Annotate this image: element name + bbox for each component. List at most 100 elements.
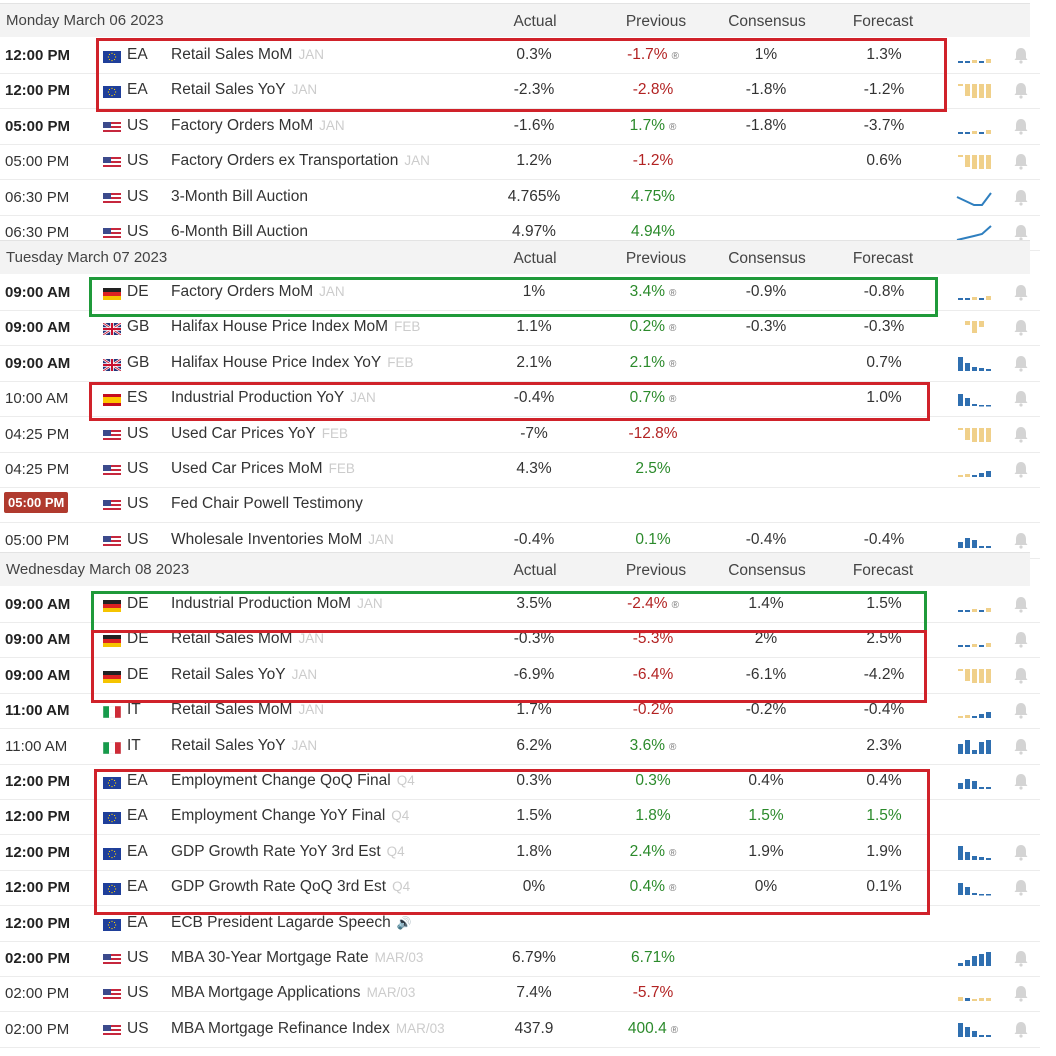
event-row[interactable]: 02:00 PM US MBA Mortgage Applications MAR/0… xyxy=(0,976,1040,1013)
event-name[interactable]: GDP Growth Rate YoY 3rd Est Q4 xyxy=(171,843,405,861)
event-name[interactable]: Halifax House Price Index MoM FEB xyxy=(171,318,420,336)
event-name-text[interactable]: Halifax House Price Index MoM xyxy=(171,318,389,336)
event-name[interactable]: 3-Month Bill Auction xyxy=(171,188,308,206)
sparkline-icon[interactable] xyxy=(956,47,992,65)
sparkline-icon[interactable] xyxy=(956,985,992,1003)
event-row[interactable]: 02:00 PM US MBA 30-Year Mortgage Rate MAR/0… xyxy=(0,941,1040,977)
event-name-text[interactable]: ECB President Lagarde Speech xyxy=(171,913,391,931)
event-name-text[interactable]: Halifax House Price Index YoY xyxy=(171,353,382,371)
event-row[interactable]: 09:00 AM DE Retail Sales YoY JAN -6.9% -6.4% -… xyxy=(0,658,1040,694)
event-name-text[interactable]: Used Car Prices MoM xyxy=(171,460,323,477)
bell-icon[interactable] xyxy=(1013,595,1029,613)
event-name-text[interactable]: GDP Growth Rate QoQ 3rd Est xyxy=(171,878,387,896)
event-name-text[interactable]: Factory Orders MoM xyxy=(171,283,314,300)
event-name-text[interactable]: Employment Change YoY Final xyxy=(171,807,386,825)
event-name-text[interactable]: Retail Sales YoY xyxy=(171,81,286,99)
sparkline-icon[interactable] xyxy=(956,284,992,302)
event-name[interactable]: Fed Chair Powell Testimony xyxy=(171,495,363,513)
bell-icon[interactable] xyxy=(1013,389,1029,407)
bell-icon[interactable] xyxy=(1013,630,1029,648)
event-name[interactable]: Used Car Prices YoY FEB xyxy=(171,425,348,443)
event-name-text[interactable]: GDP Growth Rate YoY 3rd Est xyxy=(171,842,381,860)
sparkline-icon[interactable] xyxy=(956,461,992,479)
bell-icon[interactable] xyxy=(1013,531,1029,549)
sparkline-icon[interactable] xyxy=(956,667,992,685)
event-name-text[interactable]: Retail Sales YoY xyxy=(171,665,286,683)
event-name[interactable]: Retail Sales MoM JAN xyxy=(171,701,324,719)
event-name[interactable]: Factory Orders MoM JAN xyxy=(171,283,345,301)
sparkline-icon[interactable] xyxy=(956,153,992,171)
sparkline-icon[interactable] xyxy=(956,738,992,756)
sparkline-icon[interactable] xyxy=(956,189,992,207)
event-name[interactable]: MBA 30-Year Mortgage Rate MAR/03 xyxy=(171,949,423,967)
event-name[interactable]: Retail Sales YoY JAN xyxy=(171,737,317,755)
bell-icon[interactable] xyxy=(1013,949,1029,967)
bell-icon[interactable] xyxy=(1013,701,1029,719)
bell-icon[interactable] xyxy=(1013,354,1029,372)
event-name[interactable]: Halifax House Price Index YoY FEB xyxy=(171,354,414,372)
event-row[interactable]: 11:00 AM IT Retail Sales MoM JAN 1.7% -0.2% -0… xyxy=(0,693,1040,730)
bell-icon[interactable] xyxy=(1013,1020,1029,1038)
sparkline-icon[interactable] xyxy=(956,224,992,242)
sparkline-icon[interactable] xyxy=(956,532,992,550)
event-row[interactable]: 06:30 PM US 6-Month Bill Auction 4.97% 4.94% xyxy=(0,215,1040,251)
sparkline-icon[interactable] xyxy=(956,390,992,408)
event-name-text[interactable]: Retail Sales MoM xyxy=(171,701,293,719)
event-row[interactable]: 09:00 AM GB Halifax House Price Index YoY F… xyxy=(0,346,1040,382)
event-name[interactable]: Retail Sales MoM JAN xyxy=(171,630,324,648)
sparkline-icon[interactable] xyxy=(956,319,992,337)
event-name[interactable]: Employment Change QoQ Final Q4 xyxy=(171,772,415,790)
event-name[interactable]: Retail Sales YoY JAN xyxy=(171,81,317,99)
event-name[interactable]: 6-Month Bill Auction xyxy=(171,223,308,241)
sparkline-icon[interactable] xyxy=(956,596,992,614)
event-name-text[interactable]: Wholesale Inventories MoM xyxy=(171,530,363,548)
event-name[interactable]: Industrial Production MoM JAN xyxy=(171,595,383,613)
event-row[interactable]: 06:30 PM US 3-Month Bill Auction 4.765% 4.75… xyxy=(0,180,1040,216)
event-row[interactable]: 12:00 PM EA Retail Sales YoY JAN -2.3% -2.8% -… xyxy=(0,73,1040,110)
event-name[interactable]: ECB President Lagarde Speech 🔊 xyxy=(171,914,412,932)
event-name-text[interactable]: Employment Change QoQ Final xyxy=(171,772,391,789)
event-row[interactable]: 09:00 AM DE Industrial Production MoM JAN 3.… xyxy=(0,587,1040,623)
bell-icon[interactable] xyxy=(1013,772,1029,790)
sparkline-icon[interactable] xyxy=(956,844,992,862)
event-row[interactable]: 09:00 AM DE Retail Sales MoM JAN -0.3% -5.3% 2… xyxy=(0,622,1040,659)
sparkline-icon[interactable] xyxy=(956,426,992,444)
event-name[interactable]: Factory Orders ex Transportation JAN xyxy=(171,152,430,170)
sparkline-icon[interactable] xyxy=(956,118,992,136)
bell-icon[interactable] xyxy=(1013,666,1029,684)
event-name-text[interactable]: Fed Chair Powell Testimony xyxy=(171,495,363,513)
bell-icon[interactable] xyxy=(1013,81,1029,99)
event-row[interactable]: 12:00 PM EA GDP Growth Rate QoQ 3rd Est Q4 0… xyxy=(0,870,1040,907)
bell-icon[interactable] xyxy=(1013,737,1029,755)
event-name-text[interactable]: Retail Sales MoM xyxy=(171,46,293,63)
bell-icon[interactable] xyxy=(1013,283,1029,301)
event-name-text[interactable]: MBA 30-Year Mortgage Rate xyxy=(171,949,369,966)
event-row[interactable]: 05:00 PM US Factory Orders MoM JAN -1.6% 1.7%… xyxy=(0,109,1040,145)
sparkline-icon[interactable] xyxy=(956,702,992,720)
bell-icon[interactable] xyxy=(1013,843,1029,861)
event-name-text[interactable]: Retail Sales YoY xyxy=(171,736,286,754)
bell-icon[interactable] xyxy=(1013,117,1029,135)
event-name[interactable]: Employment Change YoY Final Q4 xyxy=(171,807,409,825)
event-name-text[interactable]: 6-Month Bill Auction xyxy=(171,223,308,240)
event-row[interactable]: 04:25 PM US Used Car Prices MoM FEB 4.3% 2.5% xyxy=(0,452,1040,488)
event-name[interactable]: Factory Orders MoM JAN xyxy=(171,117,345,135)
bell-icon[interactable] xyxy=(1013,425,1029,443)
sparkline-icon[interactable] xyxy=(956,879,992,897)
sparkline-icon[interactable] xyxy=(956,82,992,100)
event-row[interactable]: 10:00 AM ES Industrial Production YoY JAN -0… xyxy=(0,381,1040,418)
event-name-text[interactable]: MBA Mortgage Refinance Index xyxy=(171,1019,390,1037)
event-name[interactable]: Used Car Prices MoM FEB xyxy=(171,460,355,478)
event-row[interactable]: 05:00 PM US Factory Orders ex Transportati… xyxy=(0,144,1040,181)
sparkline-icon[interactable] xyxy=(956,1021,992,1039)
event-name-text[interactable]: Industrial Production YoY xyxy=(171,389,345,407)
event-name[interactable]: Retail Sales MoM JAN xyxy=(171,46,324,64)
event-row[interactable]: 11:00 AM IT Retail Sales YoY JAN 6.2% 3.6% ® 2.… xyxy=(0,729,1040,765)
event-name[interactable]: Industrial Production YoY JAN xyxy=(171,389,376,407)
event-row[interactable]: 12:00 PM EA Retail Sales MoM JAN 0.3% -1.7% ® 1… xyxy=(0,38,1040,74)
bell-icon[interactable] xyxy=(1013,878,1029,896)
event-name[interactable]: MBA Mortgage Applications MAR/03 xyxy=(171,984,415,1002)
event-row[interactable]: 12:00 PM EA GDP Growth Rate YoY 3rd Est Q4 1… xyxy=(0,835,1040,871)
event-row[interactable]: 04:25 PM US Used Car Prices YoY FEB -7% -12.8… xyxy=(0,417,1040,453)
sparkline-icon[interactable] xyxy=(956,773,992,791)
